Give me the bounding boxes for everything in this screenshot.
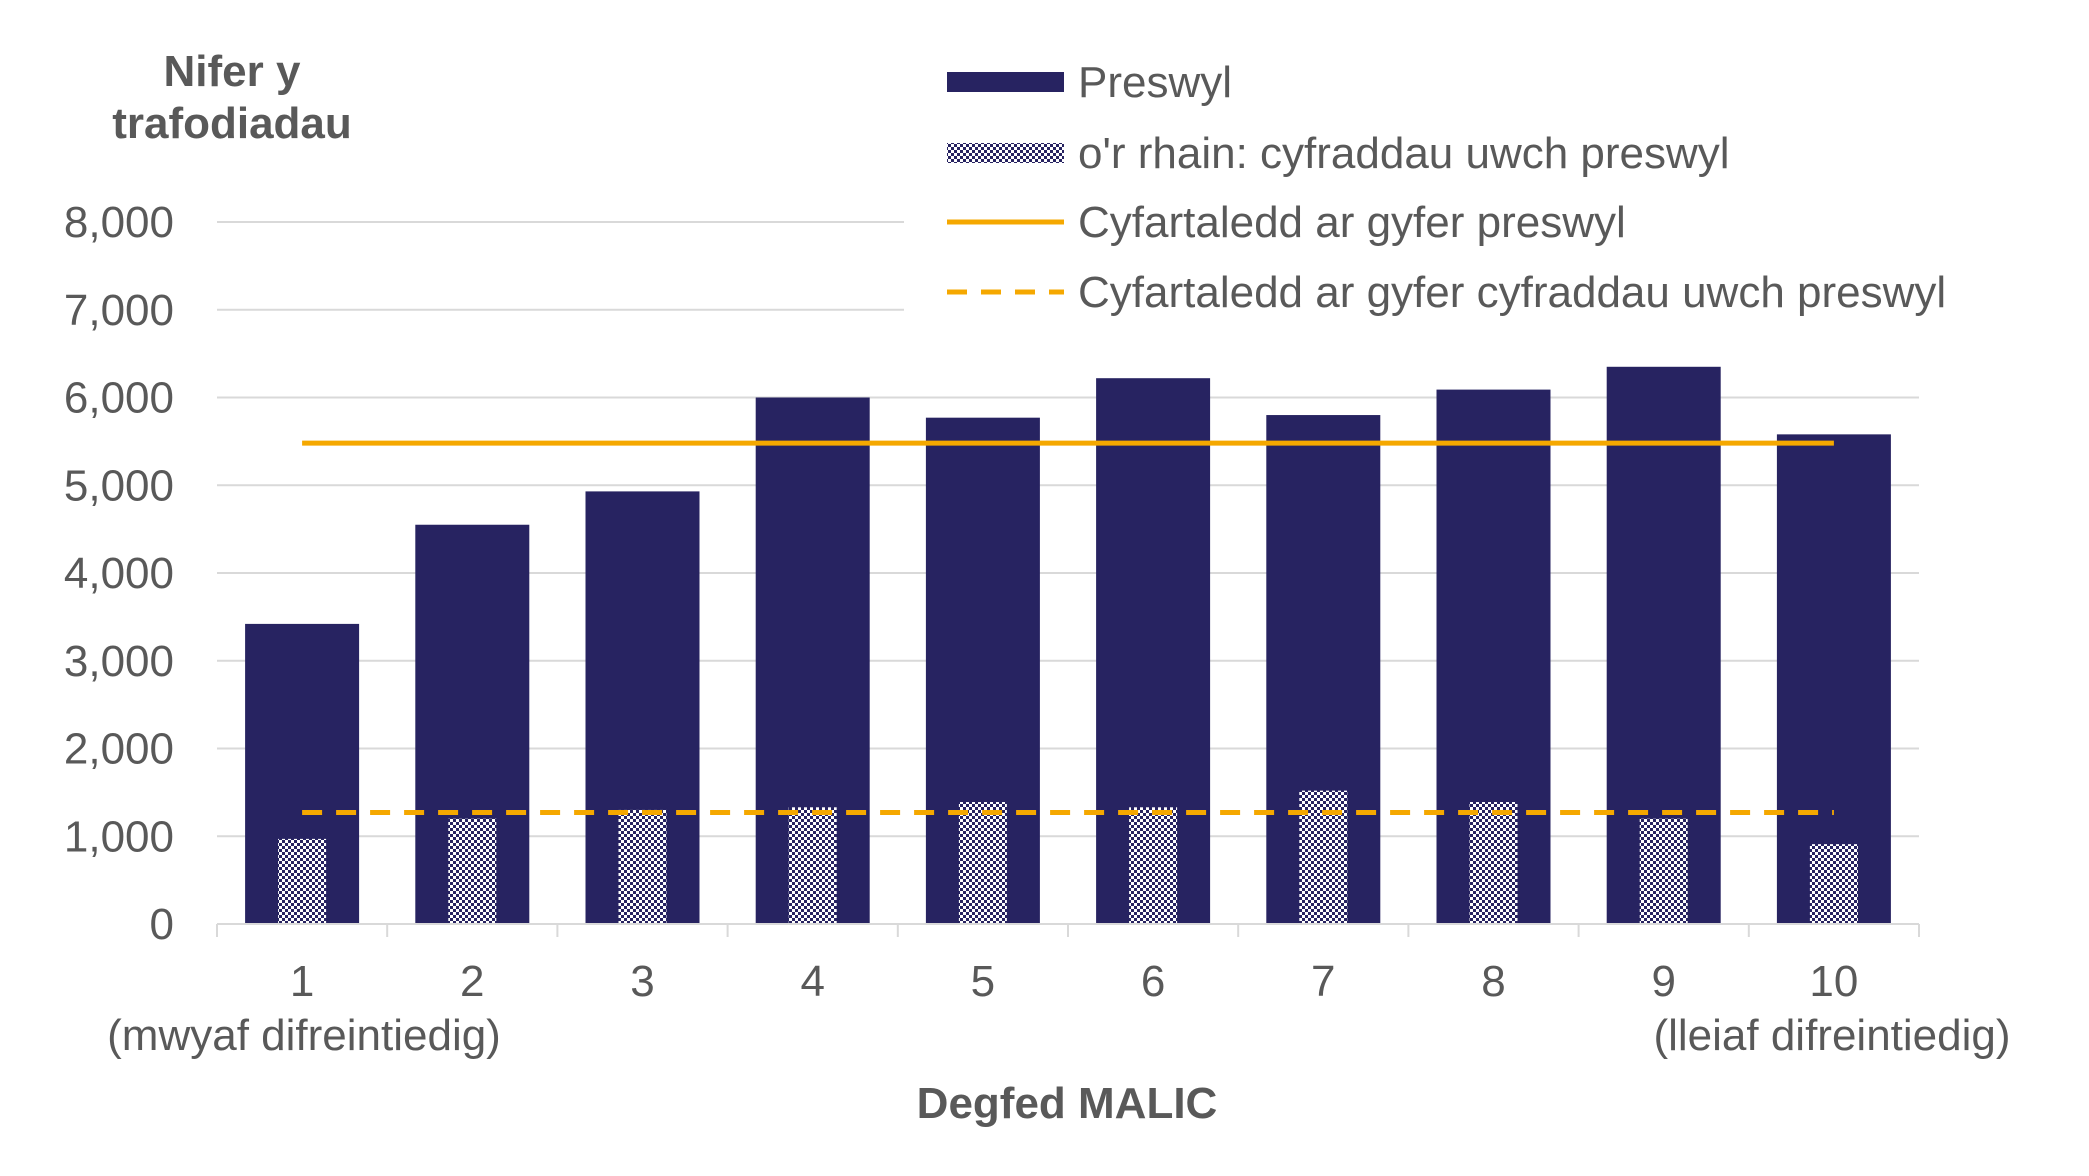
y-tick-label: 3,000 [64,637,174,686]
bar-higher-rates [788,807,837,924]
y-tick-label: 7,000 [64,286,174,335]
bar-higher-rates [958,802,1007,924]
bar-higher-rates [1639,818,1688,924]
legend-label-higher-rates: o'r rhain: cyfraddau uwch preswyl [1078,129,1730,178]
y-tick-label: 2,000 [64,725,174,774]
y-tick-label: 0 [150,900,174,949]
bars [245,366,1891,925]
x-tick-label: 5 [971,957,995,1006]
average-lines [302,440,1834,816]
legend-swatch-preswyl [947,72,1064,92]
bar-higher-rates [1809,844,1858,924]
x-tick-label: 6 [1141,957,1165,1006]
legend-label-average-higher: Cyfartaledd ar gyfer cyfraddau uwch pres… [1078,268,1946,317]
x-sublabel-first: (mwyaf difreintiedig) [107,1011,501,1060]
y-tick-label: 5,000 [64,461,174,510]
x-tick-label: 2 [460,957,484,1006]
bar-preswyl [1776,434,1891,924]
y-tick-label: 1,000 [64,812,174,861]
x-tick-label: 4 [800,957,824,1006]
bar-higher-rates [448,818,497,924]
y-tick-label: 4,000 [64,549,174,598]
x-tick-label: 1 [290,957,314,1006]
legend-swatch-higher-rates [947,143,1064,163]
x-tick-label: 7 [1311,957,1335,1006]
bar-higher-rates [1129,807,1178,924]
legend-label-preswyl: Preswyl [1078,58,1232,107]
y-axis-title-line2: trafodiadau [112,99,352,148]
y-tick-label: 6,000 [64,374,174,423]
y-axis-title-line1: Nifer y [164,47,301,96]
legend: Preswyl o'r rhain: cyfraddau uwch preswy… [947,58,1946,317]
x-tick-label: 9 [1651,957,1675,1006]
y-axis-ticks: 0 1,000 2,000 3,000 4,000 5,000 6,000 7,000 8,00… [64,198,174,949]
x-tick-label: 10 [1809,957,1858,1006]
x-axis-title: Degfed MALIC [917,1079,1218,1128]
bar-higher-rates [618,809,667,924]
bar-higher-rates [278,838,327,924]
x-tick-label: 3 [630,957,654,1006]
y-tick-label: 8,000 [64,198,174,247]
x-tick-label: 8 [1481,957,1505,1006]
x-axis: 1 2 3 4 5 6 7 8 9 10 [216,923,1920,1006]
bar-higher-rates [1469,802,1518,924]
legend-label-average: Cyfartaledd ar gyfer preswyl [1078,198,1626,247]
x-sublabel-last: (lleiaf difreintiedig) [1653,1011,2010,1060]
